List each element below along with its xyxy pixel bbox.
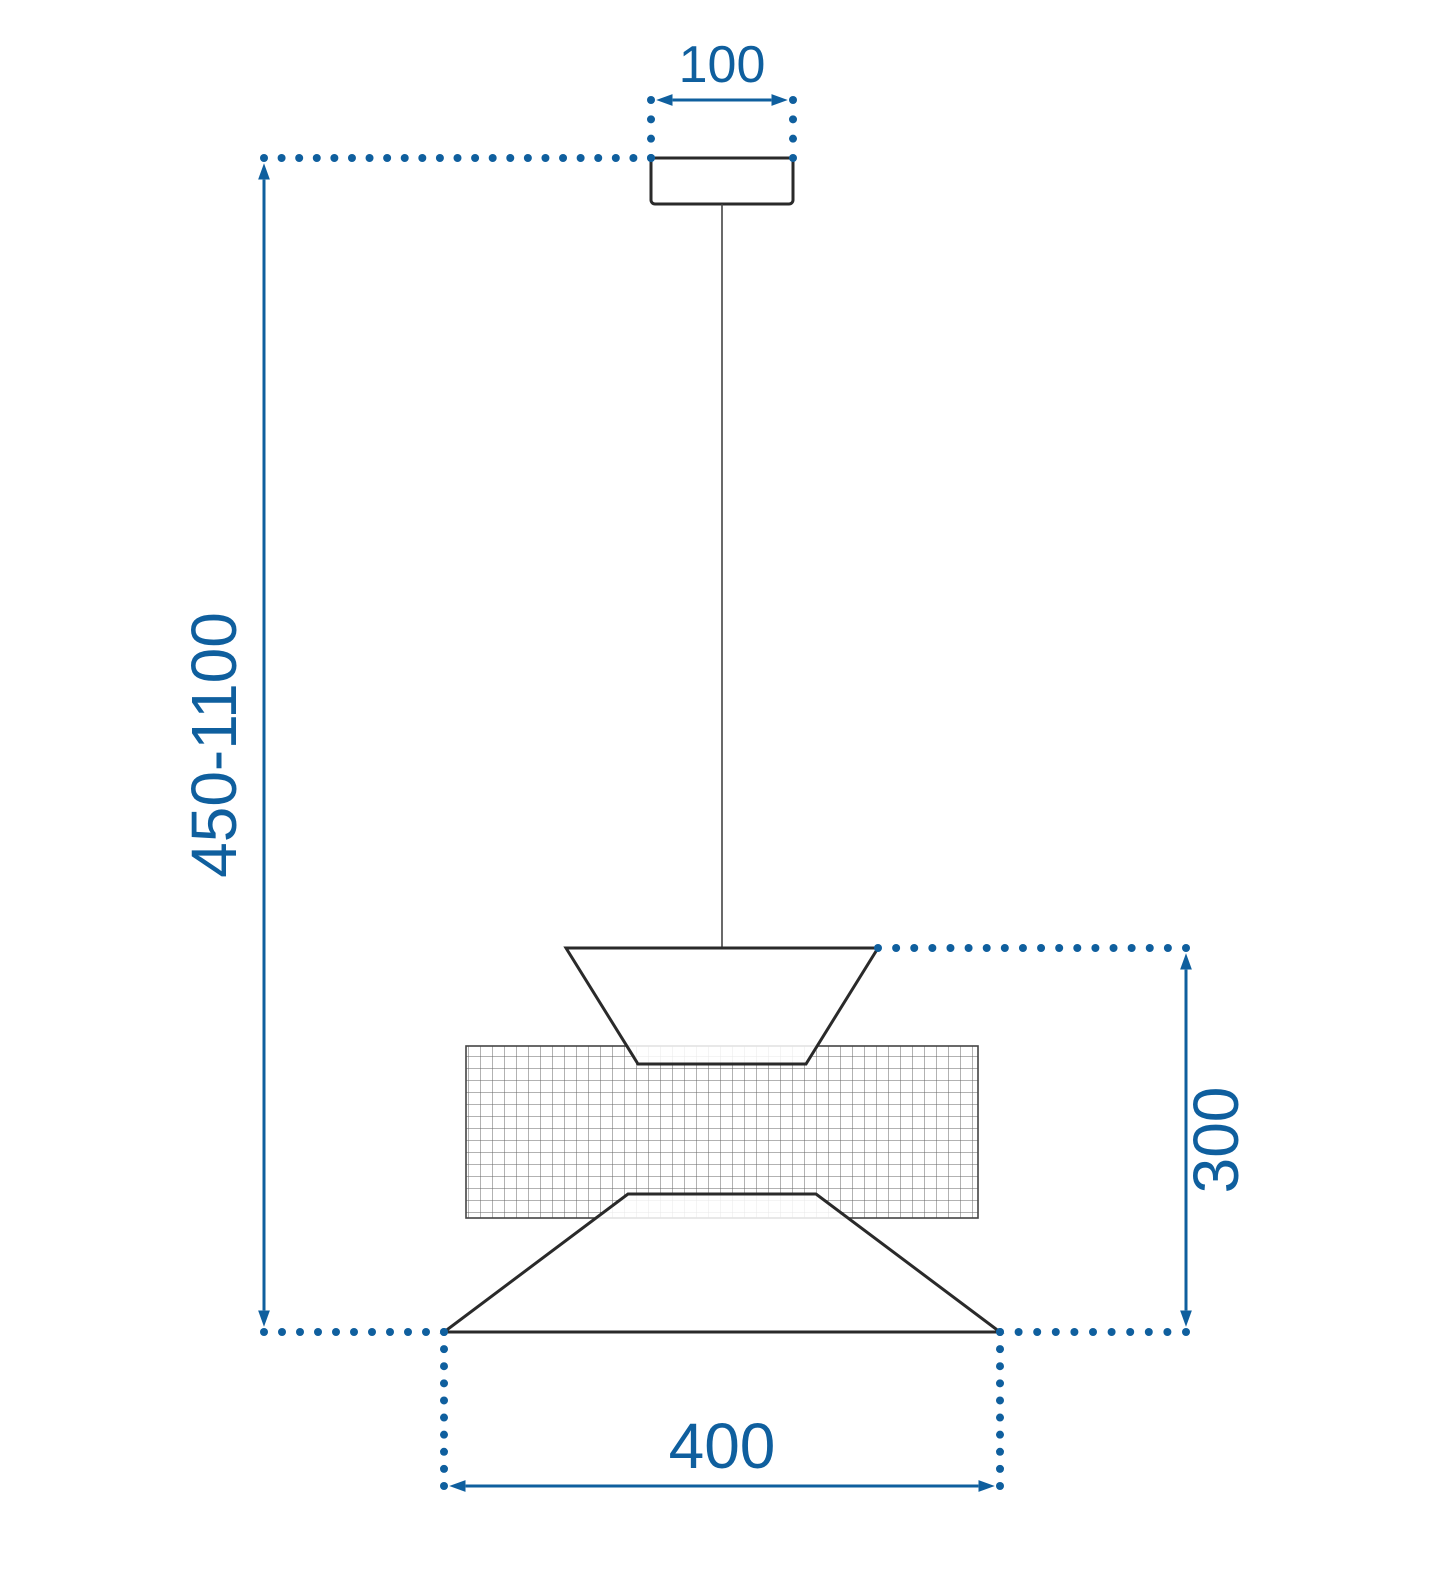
- extension-line: [996, 1328, 1190, 1336]
- extension-line: [440, 1328, 448, 1490]
- extension-line: [260, 154, 655, 162]
- dim-label-total-height: 450-1100: [178, 612, 250, 878]
- dim-label-shade-width: 400: [669, 1410, 776, 1482]
- mesh-drum: [466, 1046, 978, 1218]
- ceiling-canopy: [651, 158, 793, 204]
- dim-label-canopy-width: 100: [679, 36, 766, 94]
- extension-line: [874, 944, 1190, 952]
- pendant-lamp: [444, 158, 1000, 1332]
- extension-line: [789, 96, 797, 162]
- technical-drawing: 100 400 450-1100 300: [0, 0, 1445, 1587]
- extension-line: [647, 96, 655, 162]
- extension-line: [260, 1328, 448, 1336]
- dim-label-shade-height: 300: [1180, 1087, 1252, 1194]
- extension-line: [996, 1328, 1004, 1490]
